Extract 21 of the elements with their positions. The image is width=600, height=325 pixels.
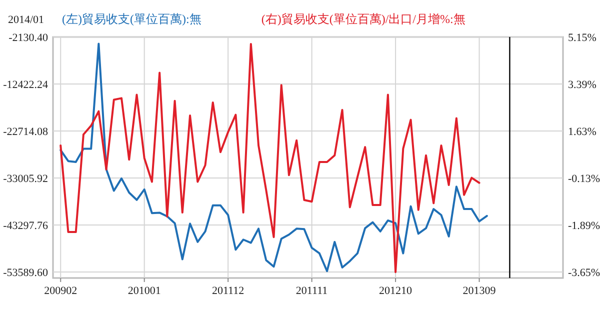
y-tick-label: -53589.60 [3, 267, 48, 280]
y-tick-label: -12422.24 [3, 79, 48, 92]
x-tick-label: 201001 [128, 285, 161, 297]
y2-tick-label: -1.89% [568, 220, 600, 232]
x-tick-label: 201210 [379, 285, 413, 297]
y2-tick-label: 1.63% [568, 126, 596, 138]
series-label: (右)貿易收支(單位百萬)/出口/月增%:無 [261, 12, 466, 26]
y2-tick-label: 5.15% [568, 32, 596, 44]
x-tick-label: 200902 [44, 285, 78, 297]
x-tick-label: 201309 [462, 285, 496, 297]
y2-tick-label: -0.13% [568, 173, 600, 186]
x-tick-label: 201111 [296, 285, 328, 297]
y-tick-label: -22714.08 [3, 126, 48, 138]
y-tick-label: -2130.40 [8, 32, 48, 44]
y2-tick-label: -3.65% [568, 267, 600, 280]
x-tick-label: 201112 [212, 285, 244, 297]
y-tick-label: -33005.92 [3, 173, 48, 186]
y-tick-label: -43297.76 [3, 220, 48, 232]
text: (左)貿易收支(單位百萬):無 [62, 12, 202, 26]
y2-tick-label: 3.39% [568, 79, 596, 92]
ref-line-label: 2014/01 [8, 14, 44, 26]
